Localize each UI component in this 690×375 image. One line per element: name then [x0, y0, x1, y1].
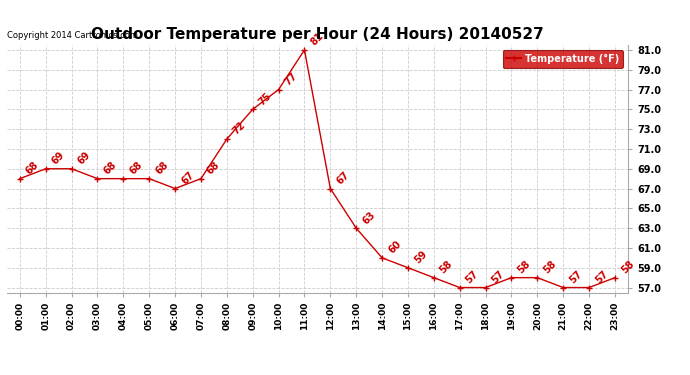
- Title: Outdoor Temperature per Hour (24 Hours) 20140527: Outdoor Temperature per Hour (24 Hours) …: [91, 27, 544, 42]
- Text: 69: 69: [50, 150, 66, 166]
- Text: Copyright 2014 Cartronics.com: Copyright 2014 Cartronics.com: [7, 31, 138, 40]
- Text: 57: 57: [490, 269, 506, 285]
- Legend: Temperature (°F): Temperature (°F): [502, 50, 623, 68]
- Text: 63: 63: [360, 209, 377, 226]
- Text: 81: 81: [308, 31, 325, 48]
- Text: 58: 58: [438, 259, 455, 276]
- Text: 67: 67: [179, 170, 196, 186]
- Text: 75: 75: [257, 91, 273, 107]
- Text: 69: 69: [76, 150, 92, 166]
- Text: 59: 59: [412, 249, 428, 266]
- Text: 60: 60: [386, 239, 403, 256]
- Text: 67: 67: [335, 170, 351, 186]
- Text: 68: 68: [153, 160, 170, 177]
- Text: 58: 58: [542, 259, 558, 276]
- Text: 58: 58: [515, 259, 532, 276]
- Text: 77: 77: [283, 71, 299, 87]
- Text: 68: 68: [205, 160, 221, 177]
- Text: 57: 57: [593, 269, 610, 285]
- Text: 72: 72: [231, 120, 248, 137]
- Text: 57: 57: [464, 269, 480, 285]
- Text: 58: 58: [619, 259, 635, 276]
- Text: 68: 68: [128, 160, 144, 177]
- Text: 68: 68: [101, 160, 118, 177]
- Text: 57: 57: [567, 269, 584, 285]
- Text: 68: 68: [24, 160, 41, 177]
